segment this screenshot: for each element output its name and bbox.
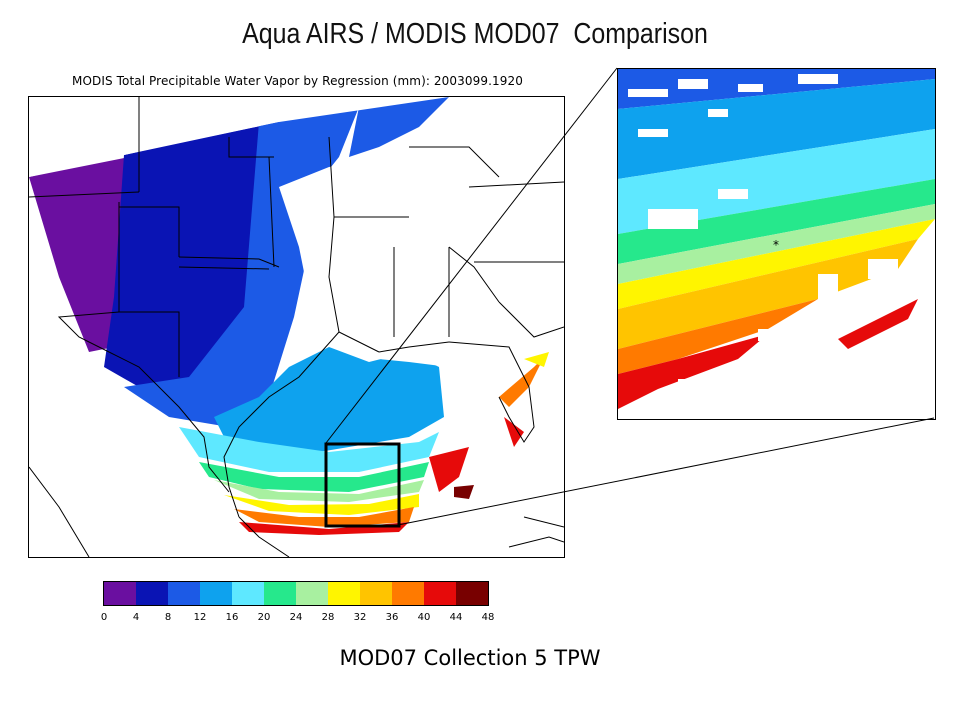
map-caption: MODIS Total Precipitable Water Vapor by … [72,74,523,88]
tpw-region-red [239,522,409,535]
inset-band-green [618,179,935,264]
connector-top [325,67,618,444]
colorbar-tick-label: 16 [225,612,239,623]
tpw-region-yellow [224,494,419,515]
inset-band-cyan [618,129,935,234]
colorbar-tick-label: 8 [164,612,172,623]
inset-band-red [618,334,768,409]
colorbar-swatch [328,582,360,605]
tpw-region-red-east [429,447,469,492]
tpw-region-orange [234,507,414,527]
colorbar-swatch [360,582,392,605]
colorbar-tick-label: 4 [132,612,140,623]
tpw-region-blue-north [349,97,449,157]
colorbar-tick-label: 28 [321,612,335,623]
colorbar-tick-label: 32 [353,612,367,623]
inset-cloud-speckles [628,74,898,389]
colorbar-tick-label: 44 [449,612,463,623]
colorbar-swatch [168,582,200,605]
tpw-region-cyan [179,427,439,472]
colorbar-tick-label: 36 [385,612,399,623]
boundaries [29,97,564,557]
tpw-region-lightblue [214,347,444,457]
colorbar-swatch [264,582,296,605]
tpw-map [28,96,565,558]
colorbar [103,581,489,606]
colorbar-tick-label: 40 [417,612,431,623]
tpw-region-florida-yellow [524,352,549,367]
colorbar-swatch [296,582,328,605]
inset-marker: * [773,238,779,252]
inset-selection-box [324,442,401,528]
colorbar-swatch [200,582,232,605]
figure-title: Aqua AIRS / MODIS MOD07 Comparison [242,18,708,50]
colorbar-tick-label: 48 [481,612,495,623]
figure-subtitle: MOD07 Collection 5 TPW [339,646,601,670]
colorbar-swatch [136,582,168,605]
colorbar-tick-label: 0 [100,612,108,623]
colorbar-swatch [424,582,456,605]
colorbar-swatch [392,582,424,605]
inset-zoom-svg: * [618,69,935,419]
colorbar-tick-label: 24 [289,612,303,623]
tpw-region-palegreen [214,480,424,502]
connector-bottom [397,417,935,526]
tpw-region-florida-red [504,417,524,447]
inset-band-orange [618,299,818,374]
inset-band-lightblue [618,79,935,179]
inset-band-red-patch [838,299,918,349]
tpw-region-darkred [454,485,474,499]
tpw-region-florida-orange [499,357,544,407]
colorbar-swatch [232,582,264,605]
inset-band-amber [618,239,918,349]
colorbar-tick-label: 20 [257,612,271,623]
tpw-region-green [199,462,429,492]
inset-band-palegreen [618,204,935,284]
cloud-mask [279,157,459,367]
colorbar-swatch [456,582,488,605]
tpw-map-svg [29,97,564,557]
inset-zoom: * [617,68,936,420]
colorbar-swatch [104,582,136,605]
colorbar-tick-label: 12 [193,612,207,623]
tpw-region-purple [29,157,129,352]
inset-band-yellow [618,219,935,309]
